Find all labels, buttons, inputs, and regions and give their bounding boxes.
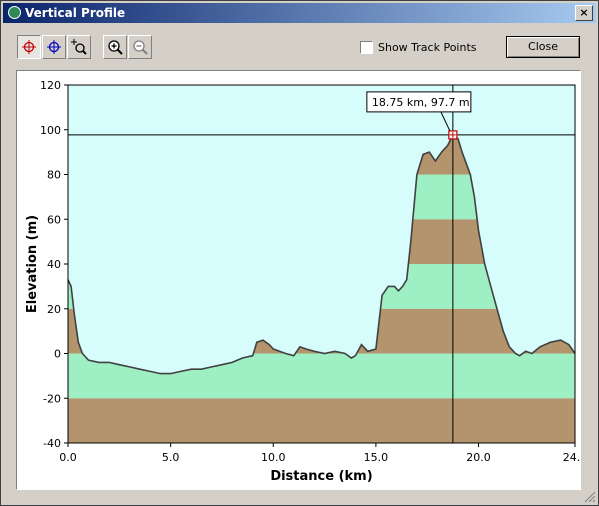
zoom-box-icon bbox=[71, 39, 87, 55]
title-close-button[interactable]: × bbox=[575, 5, 593, 21]
y-tick-label: 40 bbox=[47, 258, 61, 271]
x-tick-label: 5.0 bbox=[162, 451, 180, 464]
zoom-in-icon bbox=[108, 40, 123, 55]
y-tick-label: -20 bbox=[43, 392, 61, 405]
show-track-points-checkbox[interactable] bbox=[360, 41, 373, 54]
x-tick-label: 24.7 bbox=[563, 451, 580, 464]
cursor-leader-line bbox=[440, 111, 451, 132]
blue-crosshair-icon bbox=[47, 40, 61, 54]
x-tick-label: 0.0 bbox=[59, 451, 77, 464]
window-title: Vertical Profile bbox=[25, 6, 126, 20]
chart-panel: 18.75 km, 97.7 m 120 100 80 60 40 20 0 -20 -40 0… bbox=[16, 70, 581, 490]
y-tick-label: -40 bbox=[43, 437, 61, 450]
zoom-out-icon bbox=[133, 40, 148, 55]
y-tick-label: 80 bbox=[47, 169, 61, 182]
y-axis-label: Elevation (m) bbox=[25, 215, 40, 313]
red-crosshair-icon bbox=[22, 40, 36, 54]
resize-grip-icon[interactable] bbox=[584, 491, 596, 503]
y-tick-label: 0 bbox=[54, 348, 61, 361]
elevation-profile-chart[interactable]: 18.75 km, 97.7 m 120 100 80 60 40 20 0 -20 -40 0… bbox=[17, 71, 580, 489]
x-tick-label: 15.0 bbox=[364, 451, 389, 464]
zoom-in-button[interactable] bbox=[103, 35, 127, 59]
zoom-box-button[interactable] bbox=[67, 35, 91, 59]
red-crosshair-button[interactable] bbox=[17, 35, 41, 59]
y-tick-label: 120 bbox=[40, 79, 61, 92]
profile-cover bbox=[68, 85, 575, 374]
x-tick-label: 20.0 bbox=[466, 451, 491, 464]
show-track-points-label[interactable]: Show Track Points bbox=[378, 41, 477, 54]
blue-crosshair-button[interactable] bbox=[42, 35, 66, 59]
zoom-out-button[interactable] bbox=[128, 35, 152, 59]
close-button[interactable]: Close bbox=[506, 36, 580, 58]
globe-icon bbox=[8, 6, 21, 19]
cursor-label-box bbox=[366, 91, 472, 113]
title-bar[interactable]: Vertical Profile × bbox=[3, 3, 596, 23]
profile-line bbox=[67, 133, 576, 375]
x-tick-label: 10.0 bbox=[261, 451, 286, 464]
y-tick-label: 20 bbox=[47, 303, 61, 316]
y-tick-label: 100 bbox=[40, 124, 61, 137]
cursor-label: 18.75 km, 97.7 m bbox=[372, 96, 470, 109]
x-axis-label: Distance (km) bbox=[270, 469, 372, 484]
elevation-band-0 bbox=[68, 398, 575, 443]
y-tick-label: 60 bbox=[47, 213, 61, 226]
